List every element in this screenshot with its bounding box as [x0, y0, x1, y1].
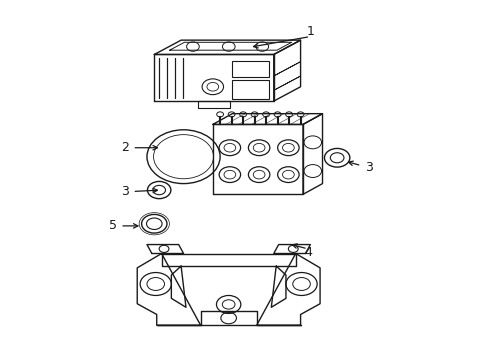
- Text: 5: 5: [109, 219, 117, 233]
- Text: 2: 2: [121, 141, 129, 154]
- Text: 1: 1: [306, 25, 314, 38]
- Bar: [232, 60, 268, 77]
- Bar: [232, 80, 268, 99]
- Text: 3: 3: [121, 185, 129, 198]
- Text: 3: 3: [364, 161, 372, 174]
- Text: 4: 4: [304, 246, 311, 259]
